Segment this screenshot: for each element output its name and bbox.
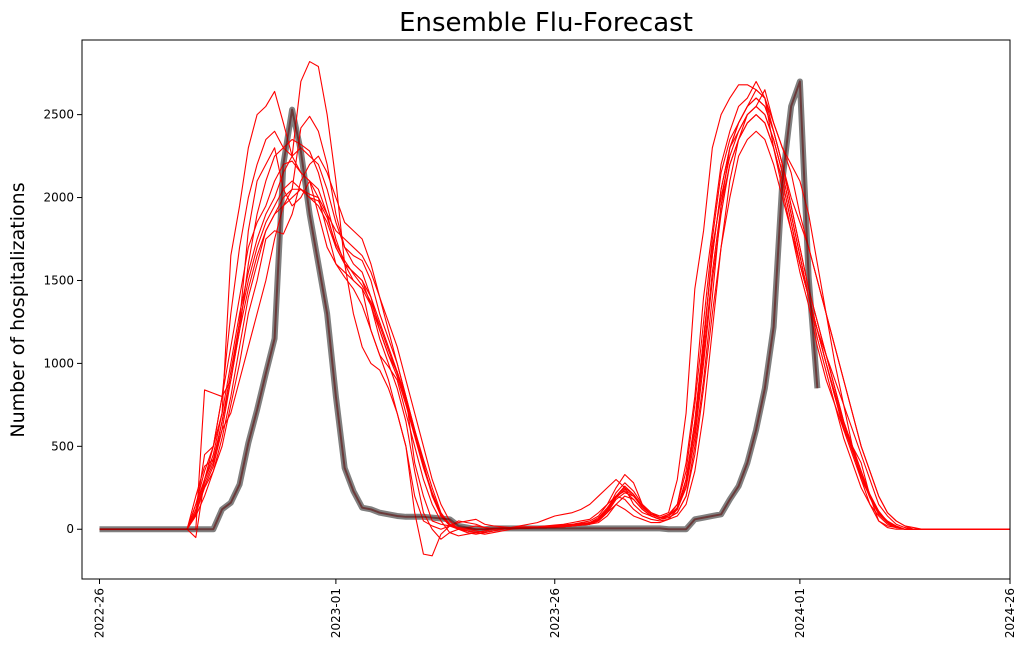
ensemble-line-10 [99,114,1010,534]
y-axis-label: Number of hospitalizations [7,182,29,437]
ensemble-line-4 [99,89,1010,530]
ensemble-line-2 [99,61,1010,539]
plot-frame [81,39,1011,580]
x-tick-label: 2024-26 [1003,588,1017,638]
y-tick-label: 500 [51,439,74,453]
x-tick-label: 2022-26 [93,588,107,638]
plot-area [99,61,1010,557]
ensemble-line-11 [99,97,1010,534]
x-tick-label: 2023-01 [329,588,343,638]
y-tick-label: 2000 [43,191,74,205]
x-tick-label: 2023-26 [548,588,562,638]
ensemble-line-1 [99,89,1010,537]
observed-core-line [99,80,819,531]
y-tick-label: 1500 [43,273,74,287]
axis-ticks: 0 500 1000 1500 2000 2500 2022-26 2023-01 2023-2… [43,108,1017,639]
ensemble-line-7 [99,130,1010,530]
ensemble-line-6 [99,114,1010,535]
y-tick-label: 1000 [43,356,74,370]
x-tick-label: 2024-01 [793,588,807,638]
chart-title: Ensemble Flu-Forecast [399,8,693,38]
ensemble-line-9 [99,105,1010,535]
y-tick-label: 0 [66,522,74,536]
y-tick-label: 2500 [43,108,74,122]
ensemble-line-5 [99,105,1010,540]
